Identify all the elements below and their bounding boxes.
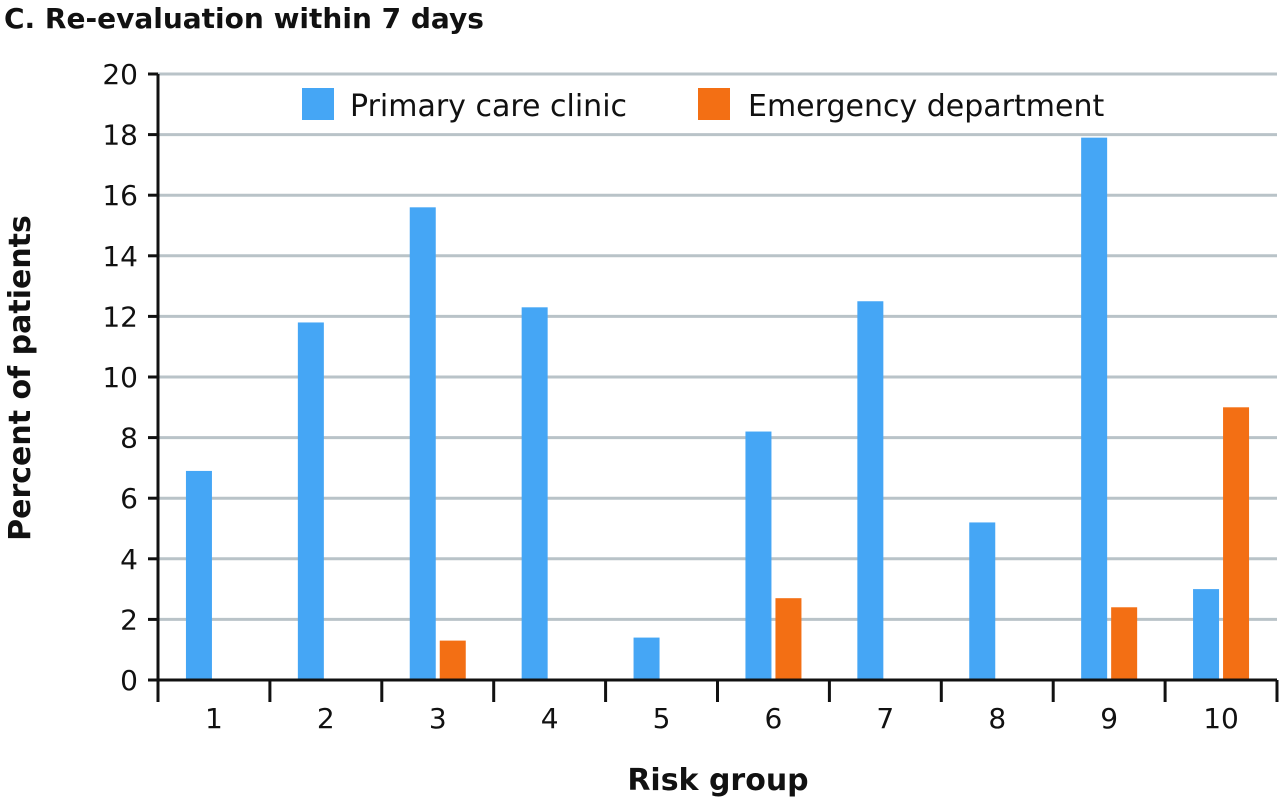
y-tick-label: 18	[102, 119, 138, 152]
bar-emergency	[1111, 607, 1138, 680]
x-tick-label: 4	[541, 702, 559, 735]
bar-primary-care	[857, 301, 884, 680]
x-tick-label: 2	[317, 702, 335, 735]
bars	[185, 137, 1250, 680]
y-tick-label: 0	[120, 664, 138, 697]
bar-primary-care	[1193, 589, 1220, 680]
bar-emergency	[775, 598, 802, 680]
y-tick-label: 10	[102, 361, 138, 394]
y-tick-label: 14	[102, 240, 138, 273]
y-tick-label: 16	[102, 179, 138, 212]
x-tick-label: 9	[1100, 702, 1118, 735]
bar-primary-care	[185, 470, 212, 680]
y-tick-label: 4	[120, 543, 138, 576]
bar-primary-care	[745, 431, 772, 680]
x-tick-label: 3	[429, 702, 447, 735]
x-tick-label: 8	[988, 702, 1006, 735]
y-axis-label: Percent of patients	[3, 215, 38, 541]
legend-label-primary-care: Primary care clinic	[350, 89, 627, 124]
bar-primary-care	[633, 637, 660, 680]
y-tick-label: 20	[102, 58, 138, 91]
bar-primary-care	[521, 307, 548, 680]
chart-title: C. Re-evaluation within 7 days	[4, 2, 484, 35]
legend-swatch-primary-care	[302, 88, 334, 120]
legend-swatch-emergency	[698, 88, 730, 120]
x-tick-label: 1	[205, 702, 223, 735]
x-axis-label: Risk group	[627, 763, 808, 797]
y-tick-label: 12	[102, 300, 138, 333]
gridlines	[158, 72, 1277, 621]
y-tick-label: 2	[120, 603, 138, 636]
bar-emergency	[1223, 407, 1250, 680]
legend-label-emergency: Emergency department	[748, 89, 1104, 124]
bar-primary-care	[297, 322, 324, 680]
y-tick-label: 8	[120, 422, 138, 455]
x-tick-label: 7	[876, 702, 894, 735]
bar-primary-care	[409, 207, 436, 680]
legend: Primary care clinic Emergency department	[302, 88, 1104, 124]
x-tick-label: 6	[765, 702, 783, 735]
bar-primary-care	[969, 522, 996, 680]
x-axis-ticks: 1 2 3 4 5 6 7 8 9 10	[156, 680, 1279, 735]
x-tick-label: 5	[653, 702, 671, 735]
y-tick-label: 6	[120, 482, 138, 515]
bar-emergency	[439, 640, 466, 680]
x-tick-label: 10	[1203, 702, 1239, 735]
y-axis-ticks: 0 2 4 6 8 10 12 14 16 18 20	[102, 58, 158, 697]
bar-primary-care	[1081, 137, 1108, 680]
